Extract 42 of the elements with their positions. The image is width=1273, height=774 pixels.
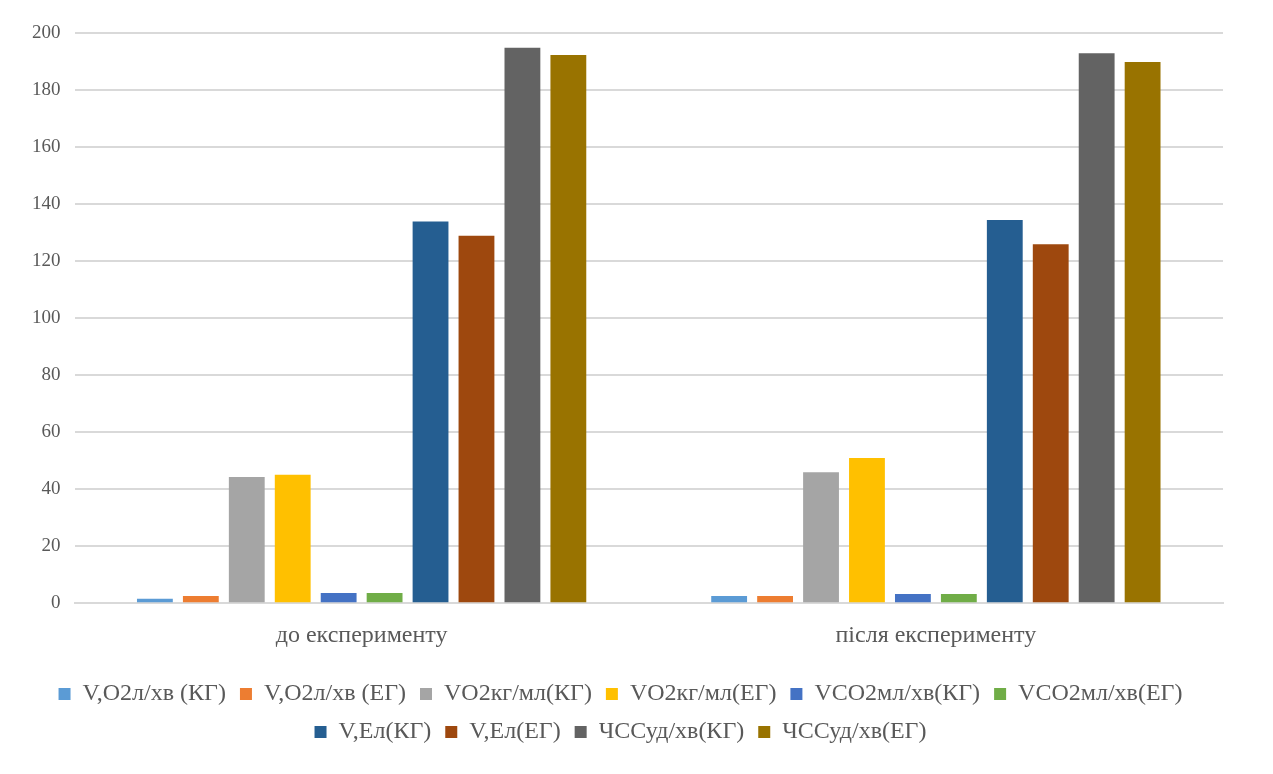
legend-label: ЧССуд/хв(КГ): [598, 717, 745, 744]
bar: [366, 592, 403, 603]
legend-label: V,O2л/хв (КГ): [82, 679, 226, 706]
y-tick-label: 160: [32, 135, 61, 157]
y-tick-label: 140: [32, 192, 61, 214]
bar: [504, 47, 541, 603]
bar: [1078, 53, 1115, 603]
bar: [894, 594, 931, 603]
bar: [986, 220, 1023, 603]
legend-label: V,Ел(КГ): [338, 717, 432, 744]
bar: [182, 596, 219, 603]
bar: [940, 594, 977, 603]
y-tick-label: 80: [41, 363, 61, 385]
y-tick-label: 180: [32, 78, 61, 100]
legend-label: VCO2мл/хв(КГ): [814, 679, 981, 706]
legend-label: VO2кг/мл(КГ): [444, 679, 592, 706]
legend-label: ЧССуд/хв(ЕГ): [782, 717, 927, 744]
y-tick-label: 60: [41, 420, 61, 442]
bar: [803, 472, 839, 603]
bar: [458, 235, 495, 603]
bar: [228, 476, 265, 603]
bar: [320, 592, 357, 603]
bar: [1032, 244, 1069, 603]
bar: [711, 596, 748, 603]
bar: [757, 596, 793, 603]
x-tick-label: до експерименту: [275, 620, 448, 647]
y-tick-label: 100: [32, 306, 61, 328]
legend-label: VCO2мл/хв(ЕГ): [1018, 679, 1183, 706]
y-tick-label: 20: [41, 534, 61, 556]
legend-label: V,Ел(ЕГ): [469, 717, 561, 744]
legend-label: V,O2л/хв (ЕГ): [263, 679, 407, 706]
x-tick-label: після експерименту: [835, 620, 1037, 647]
y-tick-label: 200: [32, 21, 61, 43]
legend-label: VO2кг/мл(ЕГ): [629, 679, 777, 706]
bar: [550, 55, 587, 603]
y-tick-label: 40: [41, 477, 61, 499]
bar: [412, 221, 449, 603]
bar: [1124, 61, 1161, 603]
bar: [274, 474, 311, 603]
bar: [849, 457, 885, 603]
y-tick-label: 0: [51, 591, 61, 613]
y-tick-label: 120: [32, 249, 61, 271]
